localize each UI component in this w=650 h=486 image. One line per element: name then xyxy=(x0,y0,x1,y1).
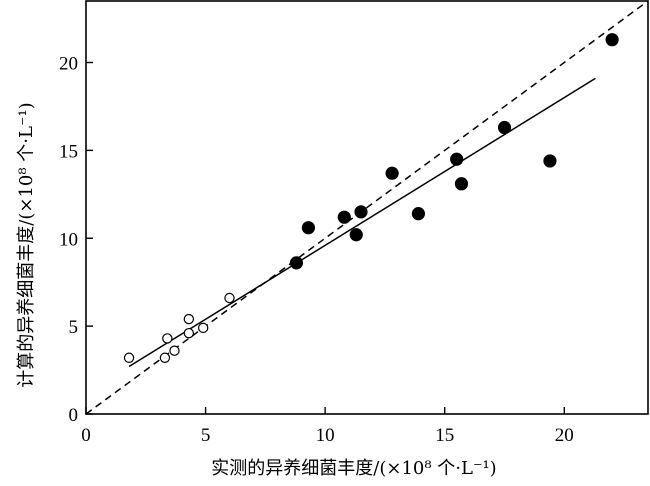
open-data-point xyxy=(162,333,173,344)
y-tick-label: 5 xyxy=(69,317,79,338)
open-data-point xyxy=(169,345,180,356)
filled-data-point xyxy=(454,177,469,191)
x-tick-label: 0 xyxy=(81,425,91,446)
filled-data-point xyxy=(497,120,512,135)
open-data-point xyxy=(224,292,235,304)
y-tick-label: 15 xyxy=(59,141,78,162)
x-axis-title: 实测的异养细菌丰度/(×10⁸ 个·L⁻¹) xyxy=(211,458,496,479)
filled-data-point xyxy=(543,154,557,168)
x-tick-label: 5 xyxy=(201,425,211,446)
regression-line xyxy=(128,77,596,368)
filled-data-point xyxy=(349,228,363,242)
open-data-point xyxy=(183,327,195,339)
filled-data-point xyxy=(450,152,464,166)
filled-data-point xyxy=(385,166,399,180)
open-data-point xyxy=(123,352,135,363)
plot-frame xyxy=(85,0,649,415)
open-data-point xyxy=(183,313,195,325)
y-tick-label: 10 xyxy=(59,229,78,250)
filled-data-point xyxy=(411,207,426,221)
x-tick-label: 15 xyxy=(435,425,454,446)
open-data-point xyxy=(159,352,171,363)
y-axis-title: 计算的异养细菌丰度/(×10⁸ 个·L⁻¹) xyxy=(16,102,37,387)
plot-area: 0 5 10 15 20 0 5 10 15 20 xyxy=(59,0,649,446)
y-tick-label: 0 xyxy=(69,405,79,426)
open-data-point xyxy=(197,322,209,334)
filled-data-point xyxy=(337,210,351,224)
filled-data-point xyxy=(354,205,368,219)
filled-data-point xyxy=(289,256,304,270)
y-tick-label: 20 xyxy=(59,54,78,75)
x-tick-label: 10 xyxy=(316,425,335,446)
x-tick-label: 20 xyxy=(555,425,574,446)
filled-data-point xyxy=(605,33,619,47)
one-to-one-dashed-line xyxy=(85,0,649,415)
filled-data-point xyxy=(301,221,316,235)
